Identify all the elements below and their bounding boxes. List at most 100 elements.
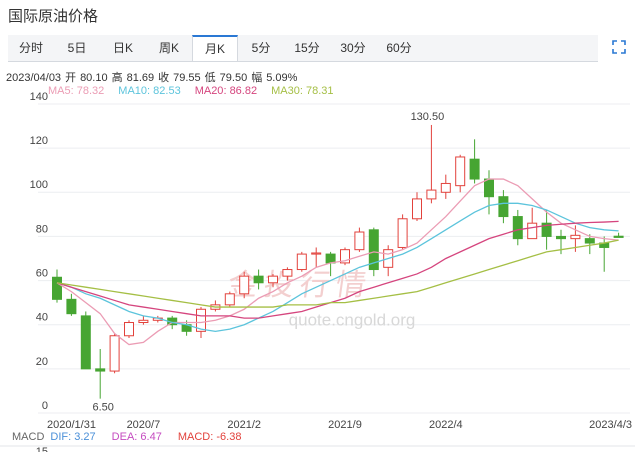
candle-body — [426, 189, 437, 200]
info-value: 81.69 — [126, 72, 155, 84]
info-label: 高 — [111, 72, 123, 84]
macd-item: MACD-6.38 — [178, 431, 242, 443]
macd-value: 3.27 — [68, 431, 96, 443]
tab[interactable]: 5分 — [251, 41, 271, 55]
candle-body — [412, 198, 422, 220]
candle-body — [95, 368, 106, 372]
candle-body — [368, 229, 379, 271]
x-tick-label: 2023/4/3 — [589, 419, 632, 431]
low-label: 6.50 — [92, 402, 113, 414]
legend-item: MA578.32 — [48, 85, 104, 97]
candle-body — [224, 293, 235, 306]
candle-body — [440, 182, 451, 193]
legend-name: MA30 — [271, 85, 300, 97]
legend-value: 78.31 — [300, 85, 334, 97]
candle-body — [109, 335, 120, 372]
y-tick-label: 80 — [36, 223, 48, 235]
y-tick-label: 140 — [30, 91, 48, 103]
candle-body — [196, 308, 206, 332]
x-tick-label: 2020/1/31 — [47, 419, 96, 431]
candle-body — [484, 178, 494, 198]
candle-body — [239, 275, 250, 295]
y-tick-label: 40 — [36, 312, 48, 324]
tab-bar: 分时 5日 日K 周K 月K 5分 15分 30分 60分 — [8, 35, 598, 62]
x-tick-label: 2022/4 — [429, 419, 463, 431]
candle-body — [469, 158, 480, 180]
tab[interactable]: 分时 — [18, 41, 43, 55]
x-tick-label: 2020/7 — [127, 419, 161, 431]
tab[interactable]: 月K — [192, 35, 238, 61]
candle-body — [80, 315, 91, 370]
ma-line — [56, 239, 619, 308]
tab[interactable]: 15分 — [294, 41, 320, 55]
macd-value: 6.47 — [134, 431, 162, 443]
legend-name: MA5 — [48, 85, 71, 97]
legend-name: MA10 — [118, 85, 148, 97]
legend-item: MA3078.31 — [271, 85, 333, 97]
info-value: 80.10 — [80, 72, 108, 84]
macd-item: DEA6.47 — [112, 431, 162, 443]
candle-body — [340, 249, 350, 264]
y-tick-label: 100 — [30, 179, 48, 191]
candle-body — [527, 222, 538, 240]
tab[interactable]: 日K — [112, 41, 133, 55]
candle-body — [138, 319, 149, 324]
ohlc-info: 2023/04/03 开 80.10 高 81.69 收 79.55 低 79.50 幅 5.09% — [6, 69, 301, 85]
x-tick-label: 2021/9 — [328, 419, 362, 431]
expand-icon[interactable] — [612, 40, 626, 54]
tab[interactable]: 30分 — [340, 41, 366, 55]
candle-body — [325, 253, 336, 264]
candle-body — [66, 298, 77, 315]
page-title: 国际原油价格 — [8, 8, 99, 25]
y-tick-label: 60 — [36, 267, 48, 279]
macd-name: MACD — [177, 431, 211, 443]
macd-title: MACD — [12, 431, 45, 443]
candle-body — [282, 269, 293, 277]
candle-body — [455, 156, 466, 187]
x-tick-label: 2021/2 — [227, 419, 261, 431]
candle-body — [512, 216, 523, 240]
legend-value: 78.32 — [71, 85, 105, 97]
candle-body — [124, 322, 134, 337]
legend-value: 86.82 — [223, 85, 257, 97]
ma-legend: MA578.32 MA1082.53 MA2086.82 MA3078.31 — [48, 85, 348, 97]
info-date: 2023/04/03 — [6, 72, 62, 84]
info-value: 79.55 — [173, 72, 201, 84]
tab[interactable]: 5日 — [67, 41, 87, 55]
candle-body — [52, 276, 62, 300]
macd-value: -6.38 — [210, 431, 241, 443]
candle-body — [541, 222, 552, 237]
info-label: 开 — [65, 72, 77, 84]
candle-body — [311, 252, 322, 255]
macd-name: DEA — [111, 431, 135, 443]
info-value: 79.50 — [219, 72, 248, 84]
macd-item: DIF3.27 — [50, 431, 95, 443]
y-tick-label: 20 — [36, 356, 48, 368]
candle-body — [354, 231, 365, 251]
macd-axis-label: 15 — [36, 446, 48, 452]
candle-body — [296, 253, 307, 271]
y-tick-label: 0 — [42, 400, 48, 412]
candle-body — [397, 218, 408, 248]
candle-body — [584, 238, 595, 244]
legend-value: 82.53 — [147, 85, 181, 97]
candle-body — [613, 235, 624, 238]
ma-line — [56, 220, 619, 319]
high-label: 130.50 — [411, 111, 445, 123]
candle-body — [556, 235, 566, 240]
macd-name: DIF — [50, 431, 69, 443]
candle-body — [253, 275, 264, 284]
y-tick-label: 120 — [30, 135, 48, 147]
legend-name: MA20 — [194, 85, 224, 97]
info-label: 低 — [204, 72, 216, 84]
candle-body — [268, 275, 278, 284]
info-value: 5.09% — [266, 72, 298, 84]
tab[interactable]: 60分 — [386, 41, 412, 55]
candle-body — [570, 234, 581, 240]
tab[interactable]: 周K — [158, 41, 179, 55]
info-label: 幅 — [251, 72, 263, 84]
watermark-url: quote.cngold.org — [289, 310, 416, 329]
